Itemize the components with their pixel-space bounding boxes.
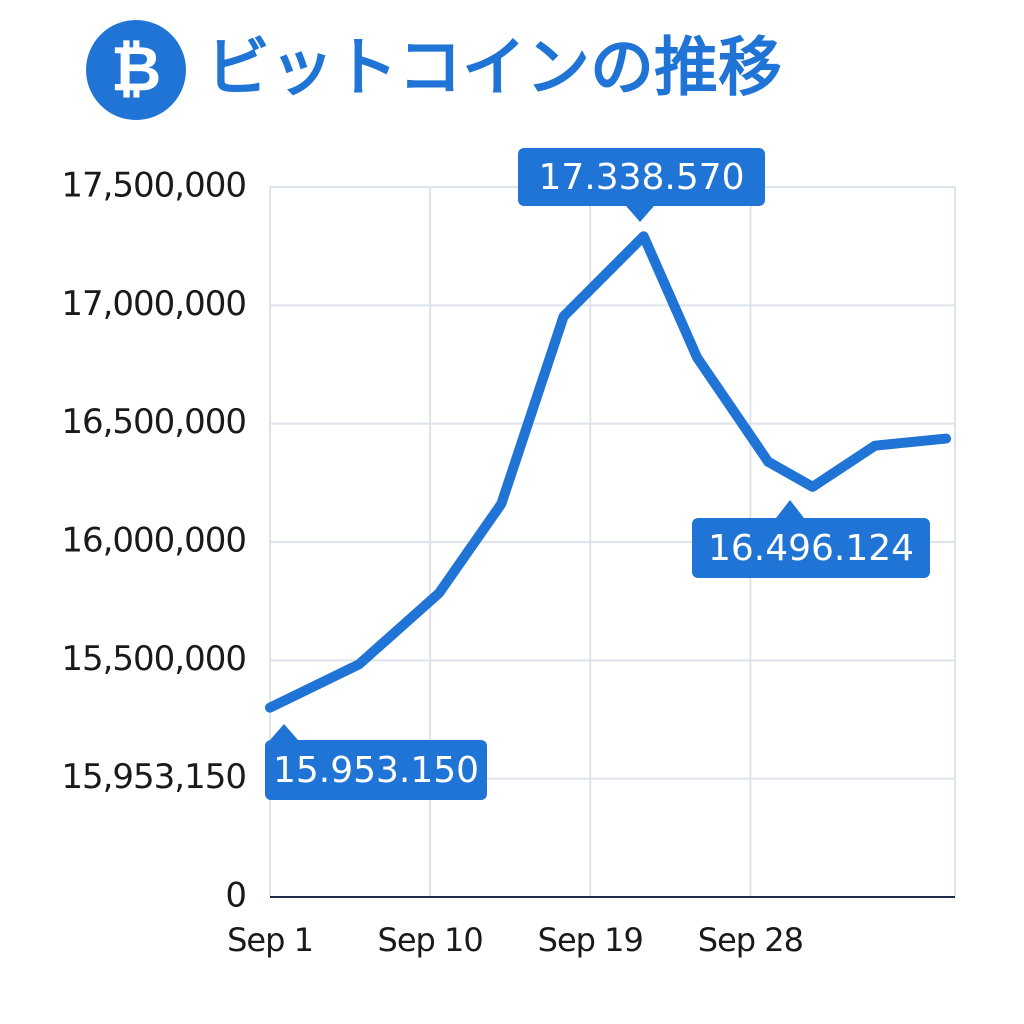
annotation-box [265, 740, 487, 800]
x-tick-label: Sep 28 [698, 921, 803, 959]
y-tick-label: 17,500,000 [61, 166, 246, 206]
annotation-box [692, 518, 930, 578]
annotation-pointer [626, 206, 654, 222]
y-tick-label: 0 [225, 876, 246, 916]
title-icon-bg [86, 20, 186, 120]
annotation-box [518, 148, 765, 206]
x-tick-label: Sep 10 [378, 921, 483, 959]
y-tick-label: 15,500,000 [61, 639, 246, 679]
chart-title: ビットコインの推移 [206, 32, 782, 106]
annotation: 16.496.124 [708, 528, 914, 569]
annotation: 17.338.570 [538, 157, 744, 198]
annotation-pointer [776, 500, 804, 518]
y-tick-label: 16,000,000 [61, 521, 246, 561]
y-tick-label: 17,000,000 [61, 284, 246, 324]
x-tick-label: Sep 19 [538, 921, 643, 959]
title-icon: ₿ [111, 32, 162, 105]
x-tick-label: Sep 1 [227, 921, 313, 959]
line [265, 231, 952, 713]
annotation-pointer [270, 724, 298, 740]
y-tick-label: 15,953,150 [61, 757, 246, 797]
y-tick-label: 16,500,000 [61, 402, 246, 442]
annotation: 15.953.150 [273, 750, 479, 791]
